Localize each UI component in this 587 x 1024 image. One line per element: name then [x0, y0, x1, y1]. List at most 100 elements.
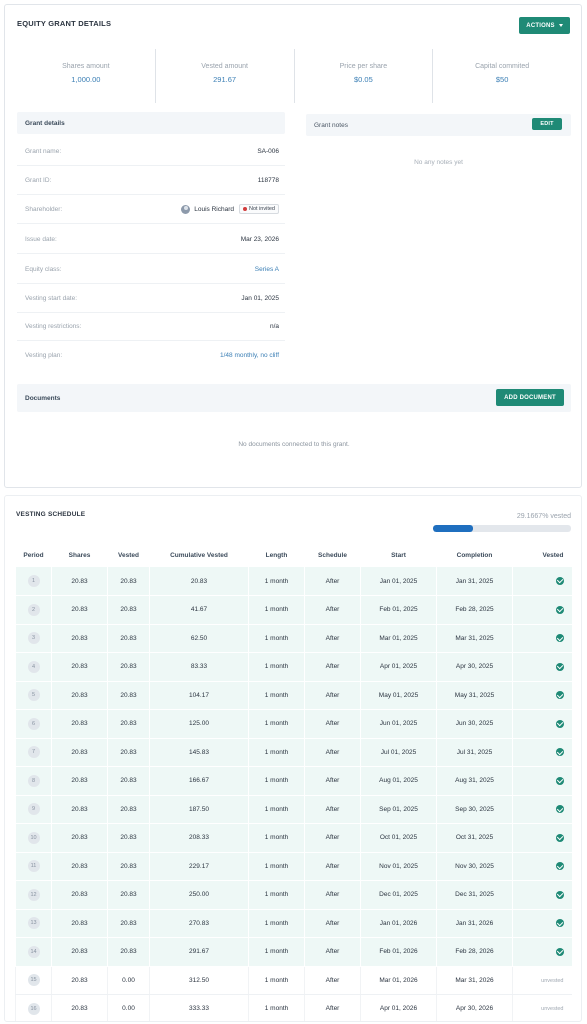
stat-label: Vested amount [201, 63, 248, 70]
cell-length: 1 month [248, 823, 305, 853]
cell-schedule: After [304, 966, 361, 995]
cell-vested: 20.83 [107, 795, 150, 824]
table-row: 4 20.83 20.83 83.33 1 month After Apr 01, 2025… [15, 652, 572, 682]
vested-status-cell [512, 766, 572, 796]
cell-shares: 20.83 [51, 852, 108, 881]
documents-header: Documents [17, 384, 571, 412]
column-header: Completion [456, 551, 493, 559]
cell-vested: 20.83 [107, 595, 150, 625]
add-document-button[interactable]: ADD DOCUMENT [496, 389, 564, 406]
table-row: 12 20.83 20.83 250.00 1 month After Dec 01, 20… [15, 880, 572, 910]
period-cell: 10 [15, 823, 52, 853]
detail-value: Mar 23, 2026 [240, 235, 279, 243]
cell-length: 1 month [248, 909, 305, 938]
period-number: 4 [27, 660, 40, 673]
check-circle-icon [555, 947, 564, 956]
cell-length: 1 month [248, 966, 305, 995]
cell-shares: 20.83 [51, 766, 108, 796]
equity-class-link[interactable]: Series A [254, 265, 279, 273]
stat-value: $50 [495, 75, 509, 84]
cell-shares: 20.83 [51, 709, 108, 739]
column-header: Vested [118, 551, 139, 559]
cell-start: Apr 01, 2026 [360, 994, 437, 1021]
table-row: 10 20.83 20.83 208.33 1 month After Oct 01, 20… [15, 823, 572, 853]
check-circle-icon [555, 576, 564, 585]
cell-schedule: After [304, 852, 361, 881]
period-cell: 2 [15, 595, 52, 625]
shareholder-name[interactable]: Louis Richard [194, 205, 234, 213]
detail-label: Vesting restrictions: [25, 322, 82, 330]
period-cell: 15 [15, 966, 52, 995]
cell-start: Jan 01, 2026 [360, 909, 437, 938]
cell-completion: Aug 31, 2025 [436, 766, 513, 796]
cell-shares: 20.83 [51, 652, 108, 682]
actions-button[interactable]: ACTIONS [519, 17, 570, 34]
period-number: 2 [27, 603, 40, 616]
cell-shares: 20.83 [51, 567, 108, 596]
table-row: 9 20.83 20.83 187.50 1 month After Sep 01, 202… [15, 795, 572, 824]
cell-completion: Dec 31, 2025 [436, 880, 513, 910]
cell-length: 1 month [248, 795, 305, 824]
vesting-progress-fill [433, 525, 474, 532]
cell-start: Feb 01, 2025 [360, 595, 437, 625]
period-number: 12 [27, 888, 40, 901]
check-circle-icon [555, 919, 564, 927]
cell-cumulative: 41.67 [149, 595, 249, 625]
vested-status-cell [512, 652, 572, 682]
period-cell: 1 [15, 567, 52, 596]
cell-vested: 20.83 [107, 652, 150, 682]
vested-status-cell [512, 823, 572, 853]
cell-start: Jan 01, 2025 [360, 567, 437, 596]
cell-length: 1 month [248, 567, 305, 596]
detail-label: Shareholder: [25, 205, 63, 213]
table-row: 8 20.83 20.83 166.67 1 month After Aug 01, 202… [15, 766, 572, 796]
cell-start: Mar 01, 2025 [360, 624, 437, 653]
cell-completion: Jan 31, 2025 [436, 567, 513, 596]
column-header: Cumulative Vested [170, 551, 228, 559]
period-cell: 7 [15, 738, 52, 767]
table-row: 5 20.83 20.83 104.17 1 month After May 01, 202… [15, 681, 572, 710]
cell-cumulative: 83.33 [149, 652, 249, 682]
detail-row-vesting-start: Vesting start date: Jan 01, 2025 [17, 284, 285, 313]
period-number: 1 [27, 575, 40, 587]
cell-completion: Mar 31, 2025 [436, 624, 513, 653]
grant-stats: Shares amount 1,000.00 Vested amount 291… [17, 49, 571, 103]
period-number: 9 [27, 803, 40, 816]
period-cell: 13 [15, 909, 52, 938]
stat-label: Capital commited [475, 63, 530, 70]
cell-schedule: After [304, 567, 361, 596]
cell-schedule: After [304, 595, 361, 625]
cell-schedule: After [304, 681, 361, 710]
period-number: 5 [27, 689, 40, 702]
vested-status-cell [512, 795, 572, 824]
vesting-table-body: 1 20.83 20.83 20.83 1 month After Jan 01, 2025… [15, 567, 572, 1021]
cell-vested: 20.83 [107, 567, 150, 596]
detail-value: SA-006 [257, 147, 279, 155]
vesting-schedule-card: VESTING SCHEDULE 29.1667% vested Period S… [4, 495, 582, 1022]
cell-schedule: After [304, 909, 361, 938]
detail-label: Issue date: [25, 235, 57, 243]
detail-value: 118778 [257, 176, 279, 184]
cell-shares: 20.83 [51, 909, 108, 938]
cell-shares: 20.83 [51, 595, 108, 625]
cell-completion: Apr 30, 2025 [436, 652, 513, 682]
cell-completion: Jun 30, 2025 [436, 709, 513, 739]
vesting-plan-link[interactable]: 1/48 monthly, no cliff [219, 352, 279, 359]
unvested-label: unvested [541, 977, 564, 984]
column-header: Shares [68, 551, 91, 559]
column-header: Schedule [318, 551, 347, 559]
detail-label: Grant ID: [25, 176, 52, 184]
cell-vested: 0.00 [107, 994, 150, 1021]
cell-shares: 20.83 [51, 966, 108, 995]
detail-label: Grant name: [25, 147, 62, 155]
check-circle-icon [555, 890, 564, 899]
cell-schedule: After [304, 624, 361, 653]
period-number: 13 [27, 917, 40, 930]
column-header: Length [265, 551, 288, 559]
edit-notes-button[interactable]: EDIT [532, 118, 562, 130]
stat-value: 1,000.00 [71, 75, 101, 84]
cell-cumulative: 62.50 [149, 624, 249, 653]
chevron-down-icon [558, 24, 563, 27]
cell-cumulative: 333.33 [149, 994, 249, 1021]
cell-cumulative: 145.83 [149, 738, 249, 767]
